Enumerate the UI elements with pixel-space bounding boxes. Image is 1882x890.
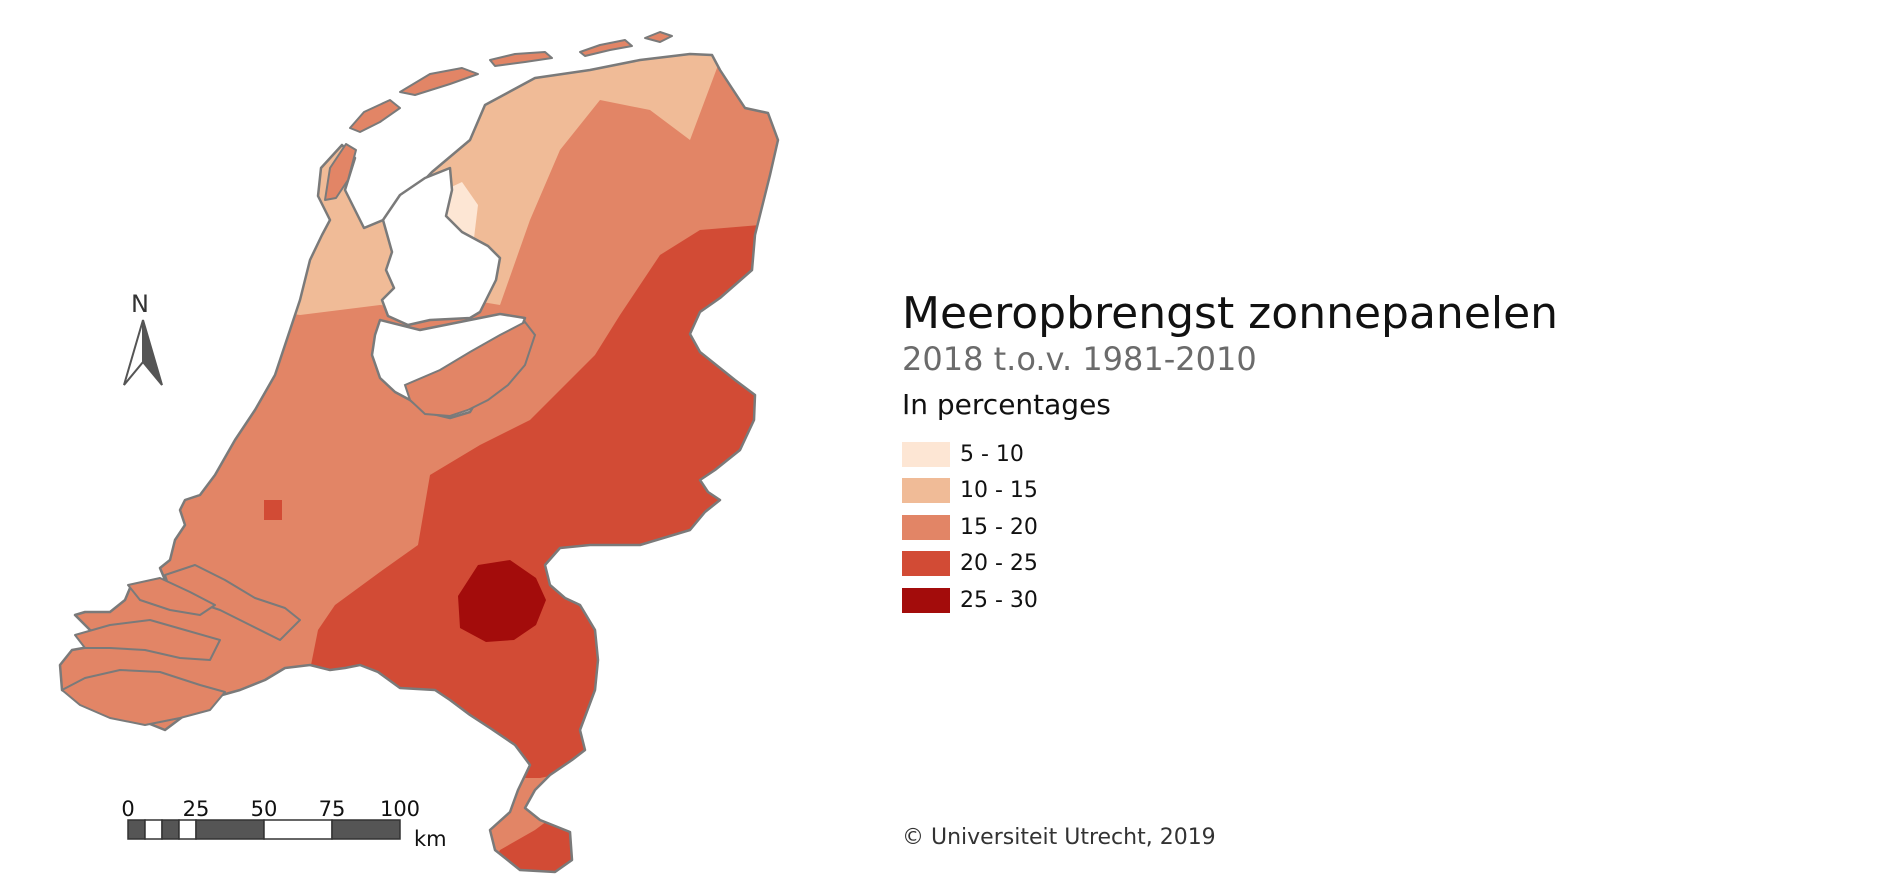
unit-label: In percentages bbox=[902, 388, 1111, 421]
north-arrow bbox=[123, 319, 163, 386]
scale-label-25: 25 bbox=[182, 797, 210, 821]
scale-label-100: 100 bbox=[379, 797, 421, 821]
legend-item: 5 - 10 bbox=[902, 436, 1038, 473]
legend-item: 25 - 30 bbox=[902, 582, 1038, 619]
scale-unit-label: km bbox=[414, 827, 447, 851]
legend-label: 15 - 20 bbox=[960, 514, 1038, 540]
legend-label: 10 - 15 bbox=[960, 478, 1038, 504]
copyright: © Universiteit Utrecht, 2019 bbox=[902, 825, 1216, 850]
legend-item: 20 - 25 bbox=[902, 546, 1038, 583]
legend-swatch bbox=[902, 587, 950, 613]
scale-label-75: 75 bbox=[318, 797, 346, 821]
legend-item: 15 - 20 bbox=[902, 509, 1038, 546]
legend-label: 5 - 10 bbox=[960, 441, 1024, 467]
legend-swatch bbox=[902, 514, 950, 540]
scale-bar bbox=[127, 819, 401, 840]
map-title: Meeropbrengst zonnepanelen bbox=[902, 288, 1559, 339]
legend: 5 - 10 10 - 15 15 - 20 20 - 25 25 - 30 bbox=[902, 436, 1038, 619]
legend-swatch bbox=[902, 441, 950, 467]
legend-swatch bbox=[902, 478, 950, 504]
legend-label: 20 - 25 bbox=[960, 551, 1038, 577]
north-label: N bbox=[131, 290, 149, 318]
legend-label: 25 - 30 bbox=[960, 587, 1038, 613]
map-subtitle: 2018 t.o.v. 1981-2010 bbox=[902, 340, 1257, 378]
scale-label-0: 0 bbox=[121, 797, 135, 821]
scale-label-50: 50 bbox=[250, 797, 278, 821]
legend-swatch bbox=[902, 551, 950, 577]
legend-item: 10 - 15 bbox=[902, 473, 1038, 510]
